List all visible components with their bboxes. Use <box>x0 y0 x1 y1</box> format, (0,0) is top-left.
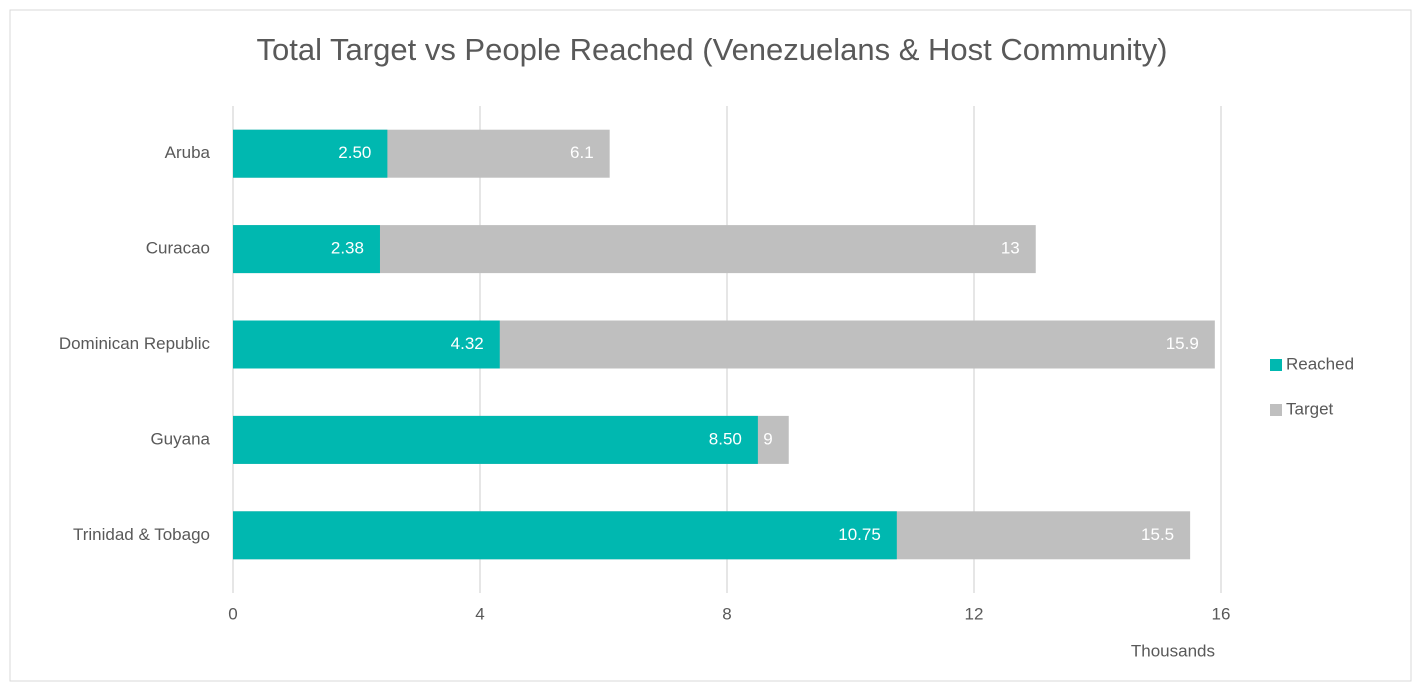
bar <box>233 415 758 464</box>
x-axis-label: Thousands <box>1131 641 1215 660</box>
y-tick-label: Curacao <box>146 239 210 258</box>
x-tick-label: 16 <box>1212 604 1231 623</box>
x-tick-label: 12 <box>965 604 984 623</box>
bar <box>233 129 388 178</box>
bar <box>233 511 897 560</box>
legend-label: Reached <box>1286 354 1354 373</box>
value-label: 15.5 <box>1141 525 1174 544</box>
y-tick-label: Trinidad & Tobago <box>73 525 210 544</box>
value-label: 4.32 <box>451 334 484 353</box>
value-label: 10.75 <box>838 525 881 544</box>
value-label: 15.9 <box>1166 334 1199 353</box>
value-label: 2.50 <box>338 143 371 162</box>
y-tick-label: Aruba <box>165 143 211 162</box>
bar <box>233 225 380 274</box>
legend-swatch <box>1270 404 1282 416</box>
value-label: 8.50 <box>709 429 742 448</box>
legend-label: Target <box>1286 399 1334 418</box>
y-tick-label: Dominican Republic <box>59 334 211 353</box>
legend-swatch <box>1270 359 1282 371</box>
y-tick-label: Guyana <box>150 429 210 448</box>
bar <box>233 320 500 369</box>
value-label: 6.1 <box>570 143 594 162</box>
value-label: 13 <box>1001 239 1020 258</box>
chart-title: Total Target vs People Reached (Venezuel… <box>257 32 1168 67</box>
x-tick-label: 8 <box>722 604 731 623</box>
x-tick-label: 4 <box>475 604 484 623</box>
value-label: 2.38 <box>331 239 364 258</box>
value-label: 9 <box>763 429 772 448</box>
x-tick-label: 0 <box>228 604 237 623</box>
